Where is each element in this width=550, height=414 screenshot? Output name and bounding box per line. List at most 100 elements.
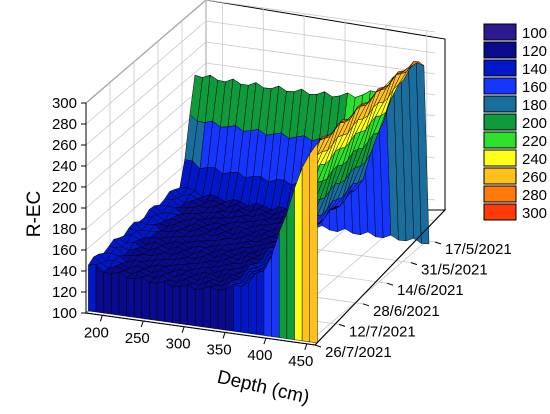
legend-swatch [483,131,517,149]
x-axis-ticks: 200 250 300 350 400 450 [84,315,313,370]
surface-front-face [286,188,295,340]
surface-front-face [88,264,97,313]
legend-swatch [483,149,517,167]
surface-front-face [118,271,127,317]
grid-line [85,104,207,209]
legend-swatch [483,113,517,131]
x-tick-label: 300 [166,336,191,353]
grid-line [85,83,207,188]
legend-swatch [483,167,517,185]
date-tick-mark [362,303,370,307]
date-tick-mark [410,262,418,266]
grid-line [85,0,207,104]
date-axis-line [314,209,446,346]
surface-front-face [301,153,310,343]
x-tick-label: 450 [288,353,313,370]
surface-front-face [248,272,257,335]
surface-front-face [164,280,173,323]
grid-line [85,125,207,230]
date-tick-mark [434,241,442,245]
z-tick-label: 220 [52,179,77,196]
x-tick-label: 200 [84,324,109,341]
surface-front-face [133,276,143,319]
z-axis-ticks: 100 120 140 160 180 200 220 240 260 280 300 [52,95,86,322]
surface-front-face [294,167,303,342]
legend-swatch [483,23,517,41]
legend-label: 260 [522,169,547,186]
date-tick-label: 31/5/2021 [421,262,488,279]
legend-label: 300 [522,205,547,222]
x-axis-line [85,312,316,346]
z-tick-label: 240 [52,158,77,175]
surface-front-face [225,283,234,332]
legend-label: 180 [522,97,547,114]
z-tick-label: 140 [52,263,77,280]
legend-label: 220 [522,133,547,150]
date-tick-mark [386,282,394,286]
x-tick-label: 350 [207,341,232,358]
surface-front-face [195,288,204,328]
surface-front-face [202,285,211,329]
grid-line [205,0,436,33]
date-tick-label: 14/6/2021 [397,282,464,299]
date-tick-mark [338,323,346,327]
surface-front-face [111,271,120,316]
legend-label: 100 [522,25,547,42]
surface [87,60,430,344]
legend-label: 240 [522,151,547,168]
legend-label: 200 [522,115,547,132]
z-tick-label: 160 [52,242,77,259]
surface-front-face [256,270,265,336]
x-tick-label: 400 [247,347,272,364]
surface-front-face [103,271,112,315]
z-tick-label: 260 [52,137,77,154]
z-tick-label: 300 [52,95,77,112]
surface-front-face [172,286,181,324]
surface-front-face [279,213,288,339]
date-tick-label: 26/7/2021 [325,344,392,361]
surface-front-face [156,280,165,322]
y-axis-title: R-EC [24,191,45,237]
grid-line [85,62,207,167]
legend-swatch [483,59,517,77]
grid-line [205,20,436,54]
date-axis-ticks: 17/5/2021 31/5/2021 14/6/2021 28/6/2021 12/7… [314,241,512,361]
x-tick-mark [140,320,144,328]
date-tick-label: 17/5/2021 [445,241,512,258]
legend-label: 140 [522,61,547,78]
date-tick-label: 28/6/2021 [373,303,440,320]
grid-line [85,20,207,125]
grid-line [306,240,428,345]
z-tick-label: 120 [52,284,77,301]
surface-front-face [217,288,227,331]
legend-label: 280 [522,187,547,204]
x-tick-mark [222,332,226,339]
z-tick-label: 200 [52,200,77,217]
surface-front-face [309,142,318,344]
x-tick-mark [263,337,267,345]
x-tick-mark [99,315,103,322]
legend-label: 160 [522,79,547,96]
grid-line [85,41,207,146]
grid-line [205,41,436,75]
x-tick-mark [304,343,308,351]
x-axis-title: Depth (cm) [215,367,311,409]
x-tick-label: 250 [125,330,150,347]
legend-swatch [483,95,517,113]
date-tick-label: 12/7/2021 [349,323,416,340]
surface-front-face [149,282,158,321]
surface-front-face [179,284,188,326]
legend-swatch [483,77,517,95]
surface-front-face [240,281,249,334]
surface-front-face [95,264,104,314]
legend-swatch [483,185,517,203]
surface-front-face [126,277,135,318]
date-tick-mark [314,344,322,348]
z-tick-label: 100 [52,305,77,322]
surface-front-face [233,284,242,333]
legend-swatch [483,203,517,221]
legend-label: 120 [522,43,547,60]
surface-front-face [141,276,150,320]
surface-front-face [210,285,219,330]
